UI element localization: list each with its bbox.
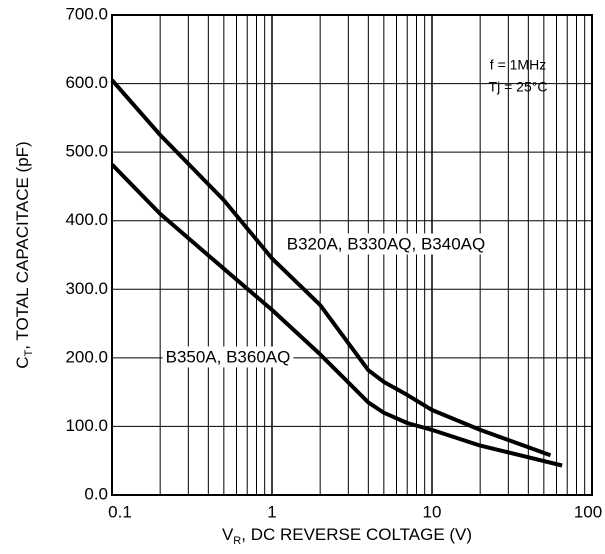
x-tick-label: 100	[574, 502, 602, 521]
y-tick-label: 100.0	[65, 416, 108, 435]
axis-title-part: V	[222, 525, 234, 544]
axis-title-part: , TOTAL CAPACITACE (pF)	[13, 141, 32, 349]
y-tick-label: 700.0	[65, 4, 108, 23]
axis-title-part: C	[13, 356, 32, 368]
series-label-bg	[283, 233, 489, 255]
y-axis-title: CT, TOTAL CAPACITACE (pF)	[13, 141, 34, 368]
series-line	[110, 78, 552, 458]
annotation: f = 1MHz	[490, 57, 546, 73]
plot-frame	[111, 14, 593, 496]
y-tick-label: 600.0	[65, 73, 108, 92]
axis-title-part: R	[233, 535, 241, 547]
series-line	[110, 163, 563, 468]
annotation: Tj = 25°C	[489, 79, 548, 95]
axis-title-part: T	[23, 349, 35, 356]
y-tick-label: 500.0	[65, 142, 108, 161]
x-tick-label: 10	[423, 502, 442, 521]
series-label: B320A, B330AQ, B340AQ	[287, 234, 485, 253]
y-tick-label: 300.0	[65, 279, 108, 298]
x-tick-label: 0.1	[108, 502, 132, 521]
y-tick-label: 0.0	[84, 484, 108, 503]
y-tick-label: 200.0	[65, 347, 108, 366]
series-label: B350A, B360AQ	[166, 347, 291, 366]
y-tick-label: 400.0	[65, 210, 108, 229]
x-tick-label: 1	[267, 502, 276, 521]
curves	[110, 78, 563, 468]
series-label-bg	[162, 346, 294, 368]
x-axis-title: VR, DC REVERSE COLTAGE (V)	[222, 525, 472, 546]
axis-title-part: , DC REVERSE COLTAGE (V)	[241, 525, 472, 544]
